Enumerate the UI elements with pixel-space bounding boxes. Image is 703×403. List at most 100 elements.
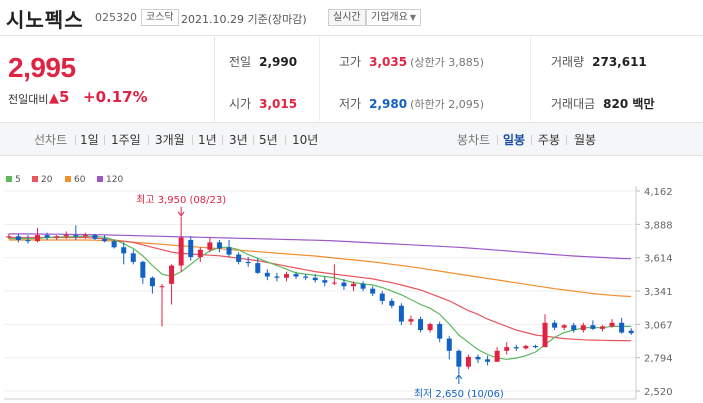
y-tick-label: 2,520: [644, 387, 673, 398]
tab-5year[interactable]: 5년: [259, 133, 278, 147]
legend-ma120: 120: [97, 175, 123, 185]
candle-body: [542, 322, 548, 348]
candle-body: [571, 325, 577, 331]
candle-body: [331, 282, 337, 284]
candle-body: [216, 242, 222, 249]
max-arrow-head: [177, 211, 185, 217]
stock-header: 시노펙스 025320 코스닥 2021.10.29 기준(장마감) 실시간 기…: [0, 0, 703, 36]
candle-chart-label[interactable]: 봉차트: [457, 133, 491, 147]
stat-label: 저가: [339, 97, 362, 111]
y-tick-label: 3,614: [644, 254, 673, 265]
ma60-line: [8, 239, 632, 298]
min-arrow-head: [455, 374, 463, 380]
candle-body: [188, 239, 194, 258]
tab-weekly-candle[interactable]: 주봉: [538, 133, 561, 147]
candle-body: [255, 263, 261, 273]
stat-low: 저가 2,980 (하한가 2,095): [339, 95, 484, 112]
tab-daily-candle[interactable]: 일봉: [503, 133, 526, 147]
stat-value: 820 백만: [603, 97, 655, 111]
candle-body: [111, 241, 117, 248]
chart-period-tabs: 선차트 1일 1주일 3개월 1년 3년 5년 10년 봉차트 일봉 주봉 월봉: [0, 122, 703, 156]
candle-body: [370, 288, 376, 294]
candlestick-chart[interactable]: 4,162 3,888 3,614 3,341 3,067 2,794 2,520 최고 3,…: [0, 180, 703, 403]
candle-body: [437, 324, 443, 339]
candle-body: [398, 305, 404, 322]
tab-3year[interactable]: 3년: [229, 133, 248, 147]
legend-swatch: [97, 176, 103, 182]
candle-body: [552, 322, 558, 328]
tab-1day[interactable]: 1일: [80, 133, 99, 147]
candle-body: [312, 277, 318, 281]
candle-body: [102, 238, 108, 242]
stat-value: 3,015: [259, 97, 298, 111]
y-tick-label: 4,162: [644, 187, 673, 198]
tab-separator: [75, 135, 76, 145]
change-percent: +0.17%: [83, 88, 148, 106]
stat-open: 시가 3,015: [229, 95, 297, 112]
tab-monthly-candle[interactable]: 월봉: [574, 133, 597, 147]
tab-1week[interactable]: 1주일: [111, 133, 141, 147]
company-info-dropdown[interactable]: 기업개요 ▼: [366, 9, 421, 26]
stat-sub: (하한가 2,095): [410, 98, 484, 111]
candle-body: [44, 235, 50, 238]
candle-body: [245, 261, 251, 264]
candle-body: [475, 356, 481, 360]
y-tick-label: 3,888: [644, 220, 673, 231]
candle-body: [418, 319, 424, 331]
stat-label: 거래량: [551, 55, 585, 69]
realtime-button[interactable]: 실시간: [328, 9, 366, 26]
candle-body: [523, 345, 529, 349]
candle-body: [82, 235, 88, 237]
candle-body: [341, 282, 347, 287]
stat-value: 2,990: [259, 55, 298, 69]
tab-separator: [566, 135, 567, 145]
line-chart-label[interactable]: 선차트: [34, 133, 68, 147]
candle-body: [274, 276, 280, 278]
triangle-up-icon: ▲: [49, 91, 59, 106]
candle-body: [379, 293, 385, 301]
legend-ma5: 5: [6, 175, 21, 185]
candle-body: [197, 249, 203, 258]
ma5-line: [8, 235, 632, 360]
candle-body: [351, 283, 357, 287]
candle-body: [236, 254, 242, 262]
company-info-label: 기업개요: [371, 12, 408, 23]
candle-body: [149, 277, 155, 287]
tab-3month[interactable]: 3개월: [155, 133, 185, 147]
candle-body: [35, 235, 41, 242]
stats-divider: [530, 37, 531, 121]
legend-label: 60: [74, 175, 86, 185]
candle-body: [465, 356, 471, 367]
candle-body: [6, 236, 12, 238]
candle-body: [322, 280, 328, 283]
tab-10year[interactable]: 10년: [292, 133, 319, 147]
candle-body: [15, 236, 21, 240]
candle-body: [360, 283, 366, 289]
base-date: 2021.10.29 기준(장마감): [181, 13, 307, 26]
legend-swatch: [65, 176, 71, 182]
candle-body: [599, 326, 605, 329]
candle-body: [628, 330, 634, 334]
candle-body: [92, 235, 98, 239]
candle-body: [303, 276, 309, 278]
stat-label: 시가: [229, 97, 252, 111]
tab-separator: [104, 135, 105, 145]
stat-prev-close: 전일 2,990: [229, 53, 297, 70]
candle-body: [408, 319, 414, 322]
candle-body: [532, 345, 538, 348]
tab-separator: [285, 135, 286, 145]
stock-name: 시노펙스: [6, 8, 84, 32]
y-tick-label: 2,794: [644, 354, 673, 365]
stats-divider: [319, 37, 320, 121]
tab-separator: [148, 135, 149, 145]
tab-1year[interactable]: 1년: [198, 133, 217, 147]
stock-code: 025320: [95, 11, 137, 24]
ma120-line: [8, 233, 632, 260]
candle-body: [54, 236, 60, 238]
legend-label: 5: [15, 175, 21, 185]
candle-body: [169, 265, 175, 284]
tab-separator: [192, 135, 193, 145]
candle-body: [427, 324, 433, 331]
price-stats: 전일 2,990 고가 3,035 (상한가 3,885) 거래량 273,611 시가…: [214, 37, 703, 121]
price-summary: 2,995 전일대비 ▲5 +0.17%: [0, 37, 214, 121]
